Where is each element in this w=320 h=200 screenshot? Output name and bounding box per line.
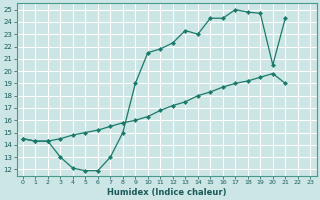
X-axis label: Humidex (Indice chaleur): Humidex (Indice chaleur) bbox=[107, 188, 226, 197]
